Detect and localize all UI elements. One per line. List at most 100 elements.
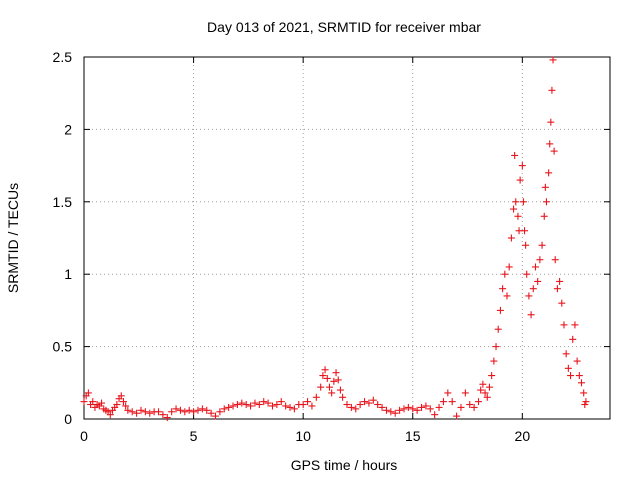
data-point: [216, 408, 224, 416]
data-point: [251, 399, 259, 407]
data-point: [117, 392, 125, 400]
data-point: [374, 401, 382, 409]
axis-ticks: [83, 56, 610, 420]
y-tick-label: 2.5: [53, 49, 73, 65]
data-point: [325, 383, 333, 391]
data-point: [556, 277, 564, 285]
data-point: [534, 277, 542, 285]
data-point: [141, 408, 149, 416]
data-point: [545, 169, 553, 177]
data-point: [317, 383, 325, 391]
data-point: [133, 409, 141, 417]
data-point: [207, 409, 215, 417]
data-point: [113, 401, 121, 409]
data-point: [391, 409, 399, 417]
data-point: [575, 372, 583, 380]
y-tick-label: 0.5: [53, 339, 73, 355]
data-point: [492, 343, 500, 351]
data-point: [582, 398, 590, 406]
data-point: [387, 408, 395, 416]
x-tick-label: 20: [515, 428, 531, 444]
data-point: [426, 405, 434, 413]
data-point: [503, 292, 511, 300]
data-point: [580, 389, 588, 397]
data-point: [172, 405, 180, 413]
data-point: [255, 401, 263, 409]
data-point: [242, 401, 250, 409]
data-point: [536, 256, 544, 264]
data-point: [418, 403, 426, 411]
data-point: [514, 212, 522, 220]
data-point: [198, 405, 206, 413]
data-point: [382, 406, 390, 414]
data-point: [453, 412, 461, 420]
data-point: [247, 402, 255, 410]
data-point: [457, 403, 465, 411]
grid-lines: [84, 57, 610, 419]
data-point: [562, 350, 570, 358]
data-point: [540, 212, 548, 220]
data-point: [521, 227, 529, 235]
data-point: [531, 263, 539, 271]
data-point: [578, 379, 586, 387]
data-point: [155, 408, 163, 416]
data-point: [527, 311, 535, 319]
tick-labels: 0 5 10 15 20 0 0.5 1 1.5 2 2.5: [53, 49, 531, 444]
data-point: [286, 403, 294, 411]
data-point: [404, 403, 412, 411]
y-tick-label: 0: [64, 411, 72, 427]
data-point: [220, 405, 228, 413]
data-point: [571, 321, 579, 329]
data-point: [185, 406, 193, 414]
data-point: [122, 402, 130, 410]
data-point: [448, 398, 456, 406]
data-point: [233, 401, 241, 409]
data-point: [225, 403, 233, 411]
data-point: [356, 401, 364, 409]
data-point: [485, 383, 493, 391]
data-point: [542, 198, 550, 206]
data-point: [168, 408, 176, 416]
data-point: [264, 399, 272, 407]
data-point: [488, 372, 496, 380]
data-point: [573, 357, 581, 365]
data-point: [124, 406, 132, 414]
data-point: [330, 377, 338, 385]
data-point: [282, 402, 290, 410]
data-point: [203, 406, 211, 414]
data-point: [483, 393, 491, 401]
data-point: [538, 241, 546, 249]
data-point: [560, 321, 568, 329]
data-point: [332, 369, 340, 377]
data-point: [159, 411, 167, 419]
data-point: [369, 396, 377, 404]
data-point: [479, 380, 487, 388]
data-point: [519, 198, 527, 206]
data-point: [304, 398, 312, 406]
data-point: [558, 299, 566, 307]
data-point: [466, 401, 474, 409]
data-point: [444, 389, 452, 397]
data-point: [567, 372, 575, 380]
data-point: [477, 386, 485, 394]
data-point: [499, 285, 507, 293]
data-point: [229, 402, 237, 410]
data-point: [550, 147, 558, 155]
y-tick-label: 1.5: [53, 194, 73, 210]
data-point: [328, 389, 336, 397]
chart-title: Day 013 of 2021, SRMTID for receiver mba…: [207, 19, 481, 35]
data-point: [439, 398, 447, 406]
data-point: [334, 376, 342, 384]
data-point: [321, 366, 329, 374]
data-point: [163, 414, 171, 422]
data-point: [80, 398, 88, 406]
data-point: [564, 364, 572, 372]
data-point: [481, 389, 489, 397]
data-point: [413, 406, 421, 414]
data-point: [505, 263, 513, 271]
data-point: [290, 405, 298, 413]
data-point: [106, 411, 114, 419]
data-point: [501, 270, 509, 278]
data-point: [194, 406, 202, 414]
